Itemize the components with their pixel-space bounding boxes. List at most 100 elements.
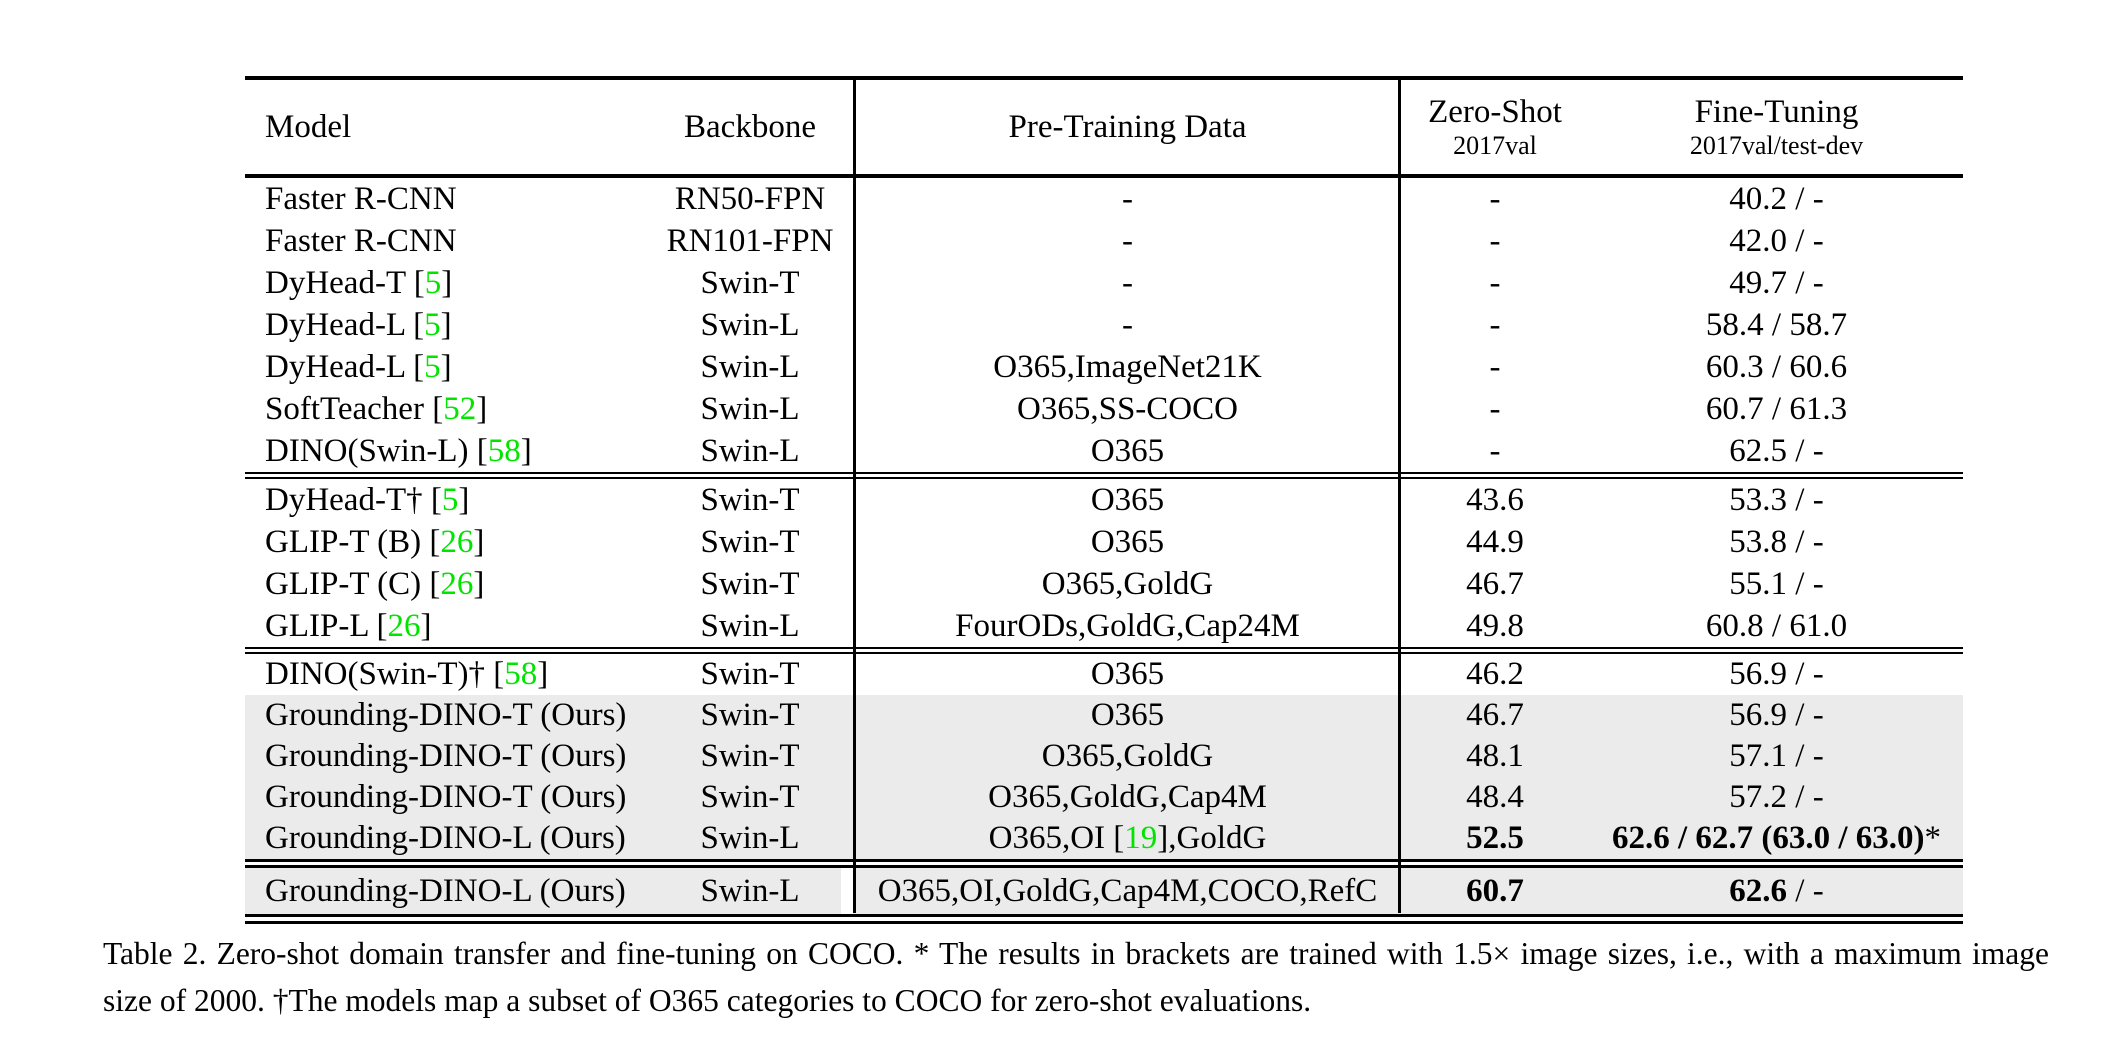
cell-zeroshot: 49.8 [1466,608,1524,644]
section-separator-rule [245,647,1963,654]
cell-pretrain: O365 [1090,524,1165,560]
cell-finetune: 60.3 / 60.6 [1705,349,1848,385]
citation-link[interactable]: 5 [424,265,442,301]
zero-shot-subtitle: 2017val [1453,131,1537,160]
table-row: Grounding-DINO-T (Ours) Swin-T O365,GoldG 4… [245,736,1963,777]
cell-backbone: RN101-FPN [666,223,834,259]
table-caption: Table 2. Zero-shot domain transfer and f… [103,936,2049,1018]
cell-zeroshot: 46.2 [1466,656,1524,692]
citation-link[interactable]: 19 [1124,820,1158,856]
column-divider-pretrain-zeroshot [1398,80,1401,913]
cell-model: Grounding-DINO-L (Ours) [265,873,626,909]
cell-backbone: Swin-T [700,656,800,692]
cell-pretrain: - [1122,307,1133,343]
citation-link[interactable]: 26 [440,566,474,602]
cell-backbone: Swin-T [700,265,800,301]
col-header-fine-tuning: Fine-Tuning 2017val/test-dev [1590,80,1963,174]
cell-backbone: Swin-T [700,482,800,518]
cell-zeroshot: - [1489,181,1501,217]
col-header-backbone: Backbone [645,80,855,174]
section-separator-rule [245,472,1963,479]
cell-finetune: 53.3 / - [1729,482,1824,518]
header-separator-rule [245,174,1963,178]
table-row: Grounding-DINO-T (Ours) Swin-T O365,GoldG,… [245,777,1963,818]
col-header-model: Model [245,80,645,174]
table-row: Grounding-DINO-T (Ours) Swin-T O365 46.7 56.… [245,695,1963,736]
cell-model: DINO(Swin-L) [58] [265,433,532,469]
cell-zeroshot: 48.4 [1466,779,1524,815]
col-header-pretraining-data: Pre-Training Data [855,80,1400,174]
cell-finetune: 57.1 / - [1729,738,1824,774]
cell-pretrain: O365 [1090,697,1165,733]
bold-value: 60.7 [1466,873,1524,909]
table-row: Grounding-DINO-L (Ours) Swin-L O365,OI,Gol… [245,868,1963,914]
cell-finetune: 62.6 / 62.7 (63.0 / 63.0)* [1611,820,1942,856]
citation-link[interactable]: 5 [424,307,441,343]
citation-link[interactable]: 52 [443,391,477,427]
fine-tuning-title: Fine-Tuning [1694,94,1859,130]
col-header-pretraining-label: Pre-Training Data [1008,109,1247,145]
cell-zeroshot: - [1489,391,1501,427]
cell-finetune: 58.4 / 58.7 [1705,307,1848,343]
cell-pretrain: - [1122,223,1133,259]
cell-pretrain: O365,GoldG [1041,566,1214,602]
cell-backbone: Swin-L [700,873,800,909]
citation-link[interactable]: 26 [440,524,474,560]
citation-link[interactable]: 58 [487,433,521,469]
results-table: Model Backbone Pre-Training Data Zero-Sh… [245,76,1963,924]
zero-shot-title: Zero-Shot [1428,94,1562,130]
cell-model: GLIP-T (B) [26] [265,524,485,560]
cell-model: Faster R-CNN [265,181,457,217]
cell-zeroshot: 46.7 [1466,697,1524,733]
table-section: Grounding-DINO-L (Ours) Swin-L O365,OI,Gol… [245,868,1963,914]
cell-zeroshot: 43.6 [1466,482,1524,518]
cell-zeroshot: - [1489,433,1501,469]
cell-backbone: Swin-T [700,779,800,815]
citation-link[interactable]: 5 [441,482,459,518]
cell-backbone: Swin-L [700,391,800,427]
cell-backbone: RN50-FPN [674,181,826,217]
citation-link[interactable]: 5 [424,349,441,385]
table-row: DyHead-L [5] Swin-L O365,ImageNet21K - 60.3 … [245,346,1963,388]
column-divider-backbone-pretrain [853,80,856,913]
cell-backbone: Swin-L [700,608,800,644]
cell-zeroshot: 44.9 [1466,524,1524,560]
bold-value: 62.6 [1729,873,1788,909]
cell-pretrain: O365,ImageNet21K [993,349,1262,385]
cell-finetune: 60.7 / 61.3 [1705,391,1848,427]
table-top-rule [245,76,1963,80]
cell-model: DyHead-L [5] [265,349,452,385]
cell-backbone: Swin-L [700,307,800,343]
table-row: DINO(Swin-T)† [58] Swin-T O365 46.2 56.9 / - [245,654,1963,695]
cell-finetune: 56.9 / - [1729,697,1824,733]
cell-pretrain: O365,GoldG [1041,738,1214,774]
table-row: GLIP-T (B) [26] Swin-T O365 44.9 53.8 / - [245,521,1963,563]
cell-model: Grounding-DINO-T (Ours) [265,697,627,733]
cell-finetune: 57.2 / - [1729,779,1824,815]
citation-link[interactable]: 26 [387,608,421,644]
citation-link[interactable]: 58 [504,656,538,692]
cell-pretrain: FourODs,GoldG,Cap24M [955,608,1300,644]
table-row: GLIP-T (C) [26] Swin-T O365,GoldG 46.7 55.1 … [245,563,1963,605]
table-section: DyHead-T† [5] Swin-T O365 43.6 53.3 / - GLIP-… [245,479,1963,647]
table-bottom-rule [245,914,1963,924]
cell-finetune: 42.0 / - [1729,223,1824,259]
cell-backbone: Swin-L [700,433,800,469]
cell-zeroshot: - [1489,223,1501,259]
cell-model: DyHead-T† [5] [265,482,470,518]
cell-finetune: 40.2 / - [1729,181,1824,217]
table-section: Faster R-CNN RN50-FPN - -40.2 / - Faster R-C… [245,178,1963,472]
cell-backbone: Swin-T [700,697,800,733]
cell-pretrain: O365,GoldG,Cap4M [988,779,1267,815]
cell-backbone: Swin-T [700,738,800,774]
cell-zeroshot: - [1489,307,1501,343]
cell-zeroshot: - [1489,349,1501,385]
cell-finetune: 60.8 / 61.0 [1705,608,1848,644]
col-header-zero-shot: Zero-Shot 2017val [1400,80,1590,174]
table-row: Faster R-CNN RN50-FPN - - 40.2 / - [245,178,1963,220]
table-row: DyHead-L [5] Swin-L - - 58.4 / 58.7 [245,304,1963,346]
cell-model: DyHead-L [5] [265,307,452,343]
cell-pretrain: O365 [1090,482,1165,518]
section-separator-rule [245,859,1963,868]
